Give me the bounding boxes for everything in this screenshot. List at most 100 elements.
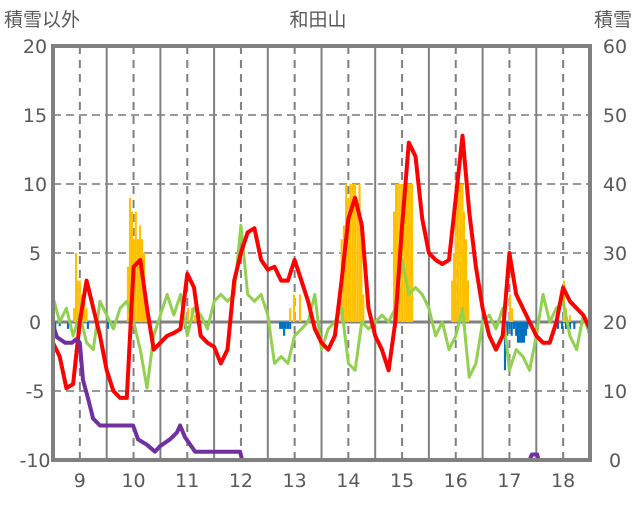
negative-bar <box>283 322 286 336</box>
precip-bar <box>72 308 76 322</box>
precip-bar <box>85 308 88 322</box>
negative-bar <box>516 322 520 343</box>
negative-bar <box>526 322 529 329</box>
right-tick-label: 0 <box>609 450 621 472</box>
precip-bar <box>128 197 132 322</box>
red-line-series <box>51 133 592 400</box>
precip-bar <box>509 294 512 322</box>
precip-bar <box>396 184 399 322</box>
precip-bar <box>136 239 140 322</box>
negative-bar <box>568 322 571 329</box>
negative-bar <box>518 322 522 343</box>
left-tick-label: 0 <box>29 312 41 334</box>
precip-bar <box>186 308 189 322</box>
precip-bar <box>347 197 350 322</box>
precip-bar <box>511 308 514 322</box>
negative-bar <box>515 322 518 336</box>
precip-bar <box>462 211 466 322</box>
green-line-series <box>51 223 592 390</box>
negative-bar <box>560 322 564 329</box>
negative-bar <box>508 322 511 329</box>
x-tick-label: 14 <box>336 470 360 492</box>
precip-bar <box>451 280 454 322</box>
precip-bar <box>78 280 81 322</box>
precip-bar <box>74 253 78 322</box>
negative-bar <box>58 322 61 327</box>
negative-bar <box>564 322 568 329</box>
negative-bar <box>503 322 507 371</box>
precip-bar <box>362 294 365 322</box>
right-tick-label: 50 <box>603 105 627 127</box>
precip-bar <box>126 266 130 322</box>
left-tick-label: 20 <box>23 36 47 58</box>
precip-bar <box>461 184 464 322</box>
negative-bar <box>289 322 292 329</box>
precip-bar <box>360 239 363 322</box>
negative-bar <box>66 322 70 329</box>
left-tick-label: 10 <box>23 174 47 196</box>
right-axis-label: 積雪 <box>594 9 632 31</box>
right-tick-label: 10 <box>603 381 627 403</box>
precip-bar <box>289 308 292 322</box>
precip-bar <box>454 184 457 322</box>
x-tick-label: 12 <box>229 470 253 492</box>
precip-bar <box>456 184 460 322</box>
chart-title: 和田山 <box>289 9 346 31</box>
x-tick-label: 11 <box>175 470 199 492</box>
x-tick-label: 9 <box>74 470 86 492</box>
x-tick-label: 17 <box>497 470 521 492</box>
precip-bar <box>349 184 352 322</box>
precip-bar <box>351 184 354 322</box>
precip-bar <box>452 253 456 322</box>
precip-bar <box>459 184 462 322</box>
grid <box>53 46 590 460</box>
right-tick-label: 20 <box>603 312 627 334</box>
negative-bar <box>524 322 528 336</box>
negative-bar <box>506 322 509 336</box>
precip-bar <box>76 280 79 322</box>
precip-bar <box>405 184 408 322</box>
x-tick-label: 16 <box>444 470 468 492</box>
x-tick-label: 10 <box>121 470 145 492</box>
left-tick-label: -10 <box>19 450 50 472</box>
negative-bar <box>106 322 110 329</box>
precip-bar <box>568 315 571 322</box>
negative-bar <box>510 322 513 336</box>
precip-bar <box>292 294 296 322</box>
precip-bar <box>464 239 468 322</box>
precip-bar <box>403 184 406 322</box>
right-tick-label: 60 <box>603 36 627 58</box>
negative-bar <box>286 322 290 329</box>
negative-bar <box>573 322 576 329</box>
precip-bar <box>83 301 86 322</box>
left-tick-label: 15 <box>23 105 47 127</box>
right-tick-label: 40 <box>603 174 627 196</box>
x-tick-label: 13 <box>283 470 307 492</box>
precip-bar <box>407 184 410 322</box>
negative-bar <box>520 322 524 343</box>
x-tick-label: 18 <box>551 470 575 492</box>
precip-bar <box>409 184 412 322</box>
left-axis-label: 積雪以外 <box>4 9 80 31</box>
precip-bar <box>356 211 359 322</box>
right-tick-label: 30 <box>603 243 627 265</box>
precip-bar <box>298 294 302 322</box>
bars <box>51 184 576 371</box>
precip-bar <box>353 184 357 322</box>
precip-bar <box>194 315 197 322</box>
precip-bar <box>392 211 396 322</box>
negative-bar <box>556 322 560 329</box>
precip-bar <box>358 184 361 322</box>
negative-bar <box>284 322 287 329</box>
negative-bar <box>512 322 515 329</box>
negative-bar <box>86 322 89 329</box>
plot-frame <box>51 44 592 462</box>
precip-bar <box>466 280 470 322</box>
precip-bar <box>138 225 142 322</box>
precip-bar <box>394 184 398 322</box>
negative-bar <box>279 322 282 329</box>
negative-bar <box>522 322 526 343</box>
x-tick-label: 15 <box>390 470 414 492</box>
precip-bar <box>411 184 414 322</box>
